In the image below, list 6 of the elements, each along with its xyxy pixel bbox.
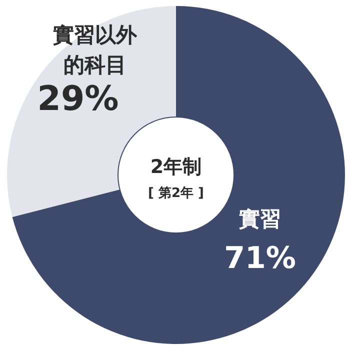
data-label: 71%	[224, 241, 296, 276]
text: [ 第2年 ]	[148, 186, 204, 201]
slice-label: 實習	[239, 207, 281, 231]
slice-label: 實習以外的科目	[53, 23, 138, 77]
text: 2年制	[150, 156, 202, 178]
data-label: 29%	[37, 79, 119, 119]
